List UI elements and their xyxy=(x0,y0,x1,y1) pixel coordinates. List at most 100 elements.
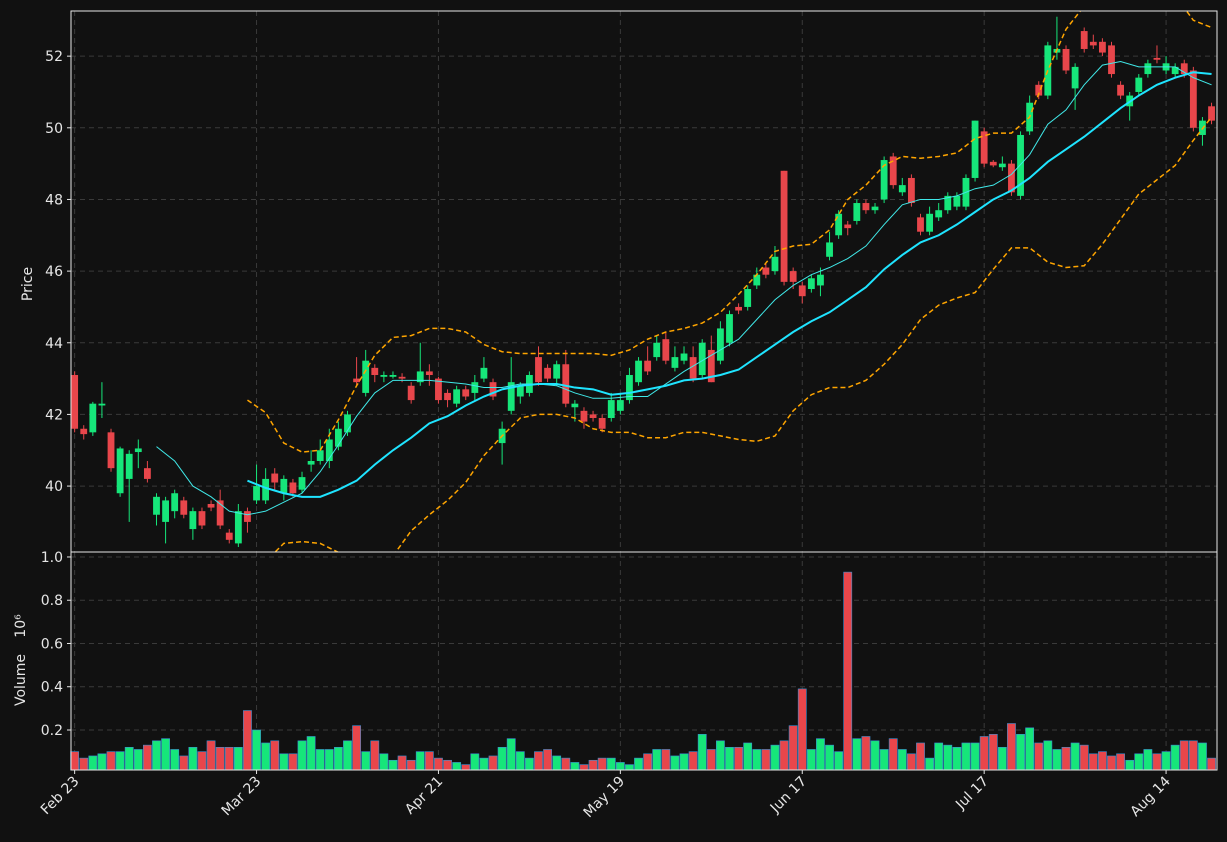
volume-bar xyxy=(606,757,616,771)
volume-bar xyxy=(716,740,725,771)
volume-bar xyxy=(161,738,170,771)
volume-axis-label: Volume xyxy=(13,654,29,706)
volume-bar xyxy=(424,751,434,771)
candle-body xyxy=(1171,66,1179,75)
volume-bar xyxy=(324,749,334,771)
candle-body xyxy=(744,289,752,307)
volume-bar xyxy=(1043,740,1053,771)
volume-tick-label: 0.6 xyxy=(41,636,63,652)
candle-body xyxy=(471,382,479,393)
volume-bar xyxy=(243,710,252,771)
volume-bar xyxy=(270,740,280,771)
candle-body xyxy=(107,432,115,469)
candle-body xyxy=(89,403,97,433)
volume-bar xyxy=(934,742,944,771)
candle-body xyxy=(571,403,579,408)
candle-body xyxy=(244,511,251,522)
candle-body xyxy=(234,511,242,544)
candle-body xyxy=(689,357,697,379)
volume-bar xyxy=(734,746,743,771)
volume-bar xyxy=(179,755,189,771)
indicator-line xyxy=(274,116,1213,552)
volume-bar xyxy=(761,749,771,771)
volume-bar xyxy=(1079,744,1089,771)
volume-bar xyxy=(552,755,562,771)
candle-body xyxy=(1080,31,1088,49)
candle-body xyxy=(362,360,370,393)
candle-body xyxy=(1117,84,1125,96)
volume-bar xyxy=(907,753,916,771)
candle-body xyxy=(1098,41,1106,53)
volume-bar xyxy=(115,751,125,771)
candle-body xyxy=(953,195,961,207)
candle-body xyxy=(98,403,106,406)
volume-bar xyxy=(525,757,534,771)
volume-bar xyxy=(152,740,161,771)
candle-body xyxy=(753,274,761,286)
candle-body xyxy=(653,342,661,358)
candle-body xyxy=(1008,163,1015,193)
candle-body xyxy=(1135,77,1143,92)
volume-bar xyxy=(1061,746,1071,771)
candle-body xyxy=(926,213,934,232)
volume-tick-label: 0.2 xyxy=(41,723,63,739)
candle-body xyxy=(735,306,743,311)
volume-bar xyxy=(197,751,207,771)
candle-body xyxy=(225,532,233,540)
volume-bar xyxy=(379,753,389,771)
volume-bar xyxy=(588,759,598,771)
candle-body xyxy=(435,378,442,401)
volume-bar xyxy=(1152,753,1162,771)
volume-bar xyxy=(679,753,689,771)
volume-bar xyxy=(297,740,307,771)
candle-body xyxy=(944,195,952,211)
volume-panel-frame xyxy=(70,551,1218,771)
volume-bar xyxy=(1034,742,1044,771)
volume-bar xyxy=(1007,723,1016,771)
volume-bar xyxy=(534,751,543,771)
candle-body xyxy=(698,342,706,376)
candle-body xyxy=(398,376,406,379)
candle-body xyxy=(134,448,142,453)
volume-bar xyxy=(916,742,925,771)
candle-body xyxy=(544,367,552,379)
candle-body xyxy=(1089,41,1097,46)
candle-body xyxy=(817,274,824,286)
candle-body xyxy=(917,217,924,232)
candle-body xyxy=(462,389,470,397)
candle-body xyxy=(807,278,815,290)
volume-bar xyxy=(506,738,516,771)
volume-bar xyxy=(1116,753,1125,771)
y-axis-label: Price xyxy=(20,267,36,301)
volume-bar xyxy=(597,757,607,771)
volume-bar xyxy=(961,742,971,771)
candle-body xyxy=(1180,63,1188,75)
volume-bar xyxy=(770,744,780,771)
candle-body xyxy=(371,367,379,376)
volume-bar xyxy=(497,746,507,771)
volume-scale-label: 10⁶ xyxy=(13,614,29,638)
volume-bar xyxy=(170,749,180,771)
volume-bar xyxy=(106,751,116,771)
candle-body xyxy=(880,160,888,200)
volume-bar xyxy=(1052,749,1062,771)
volume-bar xyxy=(879,749,889,771)
candle-body xyxy=(1035,84,1043,96)
candle-body xyxy=(480,367,488,379)
volume-bar xyxy=(361,751,371,771)
y-tick-label: 42 xyxy=(45,407,63,423)
candle-body xyxy=(907,177,915,204)
candle-body xyxy=(898,185,906,193)
volume-bar xyxy=(79,757,89,771)
volume-bar xyxy=(1188,740,1198,771)
candle-body xyxy=(507,382,515,411)
volume-bar xyxy=(1016,734,1025,771)
candle-body xyxy=(598,418,606,429)
y-tick-label: 40 xyxy=(45,479,63,495)
candle-body xyxy=(516,385,524,397)
volume-bar xyxy=(779,740,789,771)
indicator-line xyxy=(156,61,1212,516)
volume-bar xyxy=(1134,753,1144,771)
y-tick-label: 50 xyxy=(45,121,63,137)
